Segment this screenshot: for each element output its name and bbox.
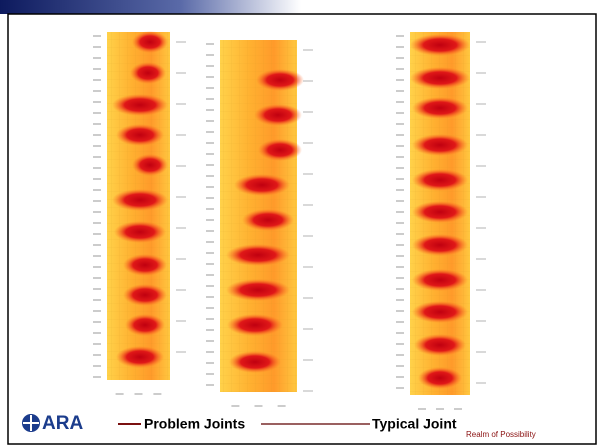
hot-spot: [227, 314, 283, 336]
hot-spot: [418, 367, 462, 389]
hot-spot: [112, 189, 168, 211]
heatmaps: [93, 31, 486, 409]
hot-spot: [412, 97, 468, 119]
caption: Problem Joints: [144, 416, 245, 432]
hot-spot: [410, 67, 470, 89]
logo: ARA: [22, 413, 83, 434]
hot-spot: [412, 269, 468, 291]
hot-spot: [254, 104, 302, 126]
hot-spot: [116, 124, 164, 146]
hot-spot: [414, 334, 466, 356]
hot-spot: [226, 279, 290, 301]
page: ARA Problem Joints Typical Joint Realm o…: [0, 0, 602, 446]
logo-text: ARA: [42, 413, 83, 434]
hot-spot: [258, 139, 302, 161]
hot-spot: [412, 134, 468, 156]
hot-spot: [123, 284, 167, 306]
hot-spot: [132, 154, 168, 176]
hot-spot: [242, 209, 294, 231]
slide: ARA Problem Joints Typical Joint Realm o…: [0, 0, 602, 446]
hot-spot: [256, 69, 304, 91]
hot-spot: [114, 221, 166, 243]
hot-spot: [125, 314, 165, 336]
hot-spot: [410, 34, 470, 56]
hot-spot: [412, 301, 468, 323]
hot-spot: [412, 201, 468, 223]
caption: Typical Joint: [372, 416, 457, 432]
hot-spot: [229, 351, 281, 373]
hot-spot: [226, 244, 290, 266]
hot-spot: [130, 62, 166, 84]
hot-spot: [116, 346, 164, 368]
footer: Realm of Possibility: [466, 430, 536, 439]
hot-spot: [132, 31, 168, 53]
hot-spot: [412, 169, 468, 191]
title-bar: [0, 0, 602, 14]
hot-spot: [112, 94, 168, 116]
hot-spot: [123, 254, 167, 276]
hot-spot: [234, 174, 290, 196]
hot-spot: [412, 234, 468, 256]
